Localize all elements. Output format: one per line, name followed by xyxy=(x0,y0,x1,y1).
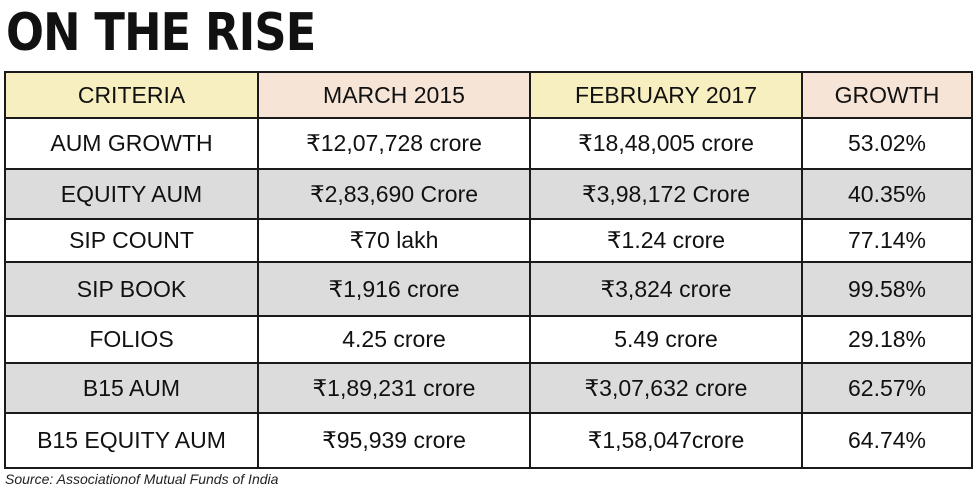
table-body: AUM GROWTH ₹12,07,728 crore ₹18,48,005 cro… xyxy=(4,117,973,469)
february-2017-cell: ₹18,48,005 crore xyxy=(529,117,803,170)
table-row: EQUITY AUM ₹2,83,690 Crore ₹3,98,172 Crore… xyxy=(4,168,973,220)
table-row: B15 EQUITY AUM ₹95,939 crore ₹1,58,047cror… xyxy=(4,412,973,469)
growth-cell: 64.74% xyxy=(801,412,973,469)
table-header-row: CRITERIA MARCH 2015 FEBRUARY 2017 GROWTH xyxy=(4,71,973,119)
data-table: CRITERIA MARCH 2015 FEBRUARY 2017 GROWTH… xyxy=(4,71,973,469)
february-2017-cell: ₹1.24 crore xyxy=(529,218,803,263)
table-row: SIP BOOK ₹1,916 crore ₹3,824 crore 99.58% xyxy=(4,261,973,317)
column-header-criteria: CRITERIA xyxy=(4,71,259,119)
source-note: Source: Associationof Mutual Funds of In… xyxy=(5,471,279,487)
table-row: SIP COUNT ₹70 lakh ₹1.24 crore 77.14% xyxy=(4,218,973,263)
march-2015-cell: ₹1,916 crore xyxy=(257,261,531,317)
table-row: B15 AUM ₹1,89,231 crore ₹3,07,632 crore 62.… xyxy=(4,362,973,414)
table-row: FOLIOS 4.25 crore 5.49 crore 29.18% xyxy=(4,315,973,364)
february-2017-cell: ₹1,58,047crore xyxy=(529,412,803,469)
criteria-cell: FOLIOS xyxy=(4,315,259,364)
march-2015-cell: 4.25 crore xyxy=(257,315,531,364)
march-2015-cell: ₹70 lakh xyxy=(257,218,531,263)
criteria-cell: B15 EQUITY AUM xyxy=(4,412,259,469)
growth-cell: 29.18% xyxy=(801,315,973,364)
column-header-february-2017: FEBRUARY 2017 xyxy=(529,71,803,119)
march-2015-cell: ₹12,07,728 crore xyxy=(257,117,531,170)
criteria-cell: B15 AUM xyxy=(4,362,259,414)
growth-cell: 77.14% xyxy=(801,218,973,263)
february-2017-cell: ₹3,07,632 crore xyxy=(529,362,803,414)
criteria-cell: AUM GROWTH xyxy=(4,117,259,170)
february-2017-cell: ₹3,98,172 Crore xyxy=(529,168,803,220)
march-2015-cell: ₹2,83,690 Crore xyxy=(257,168,531,220)
growth-cell: 62.57% xyxy=(801,362,973,414)
growth-cell: 53.02% xyxy=(801,117,973,170)
page-title: ON THE RISE xyxy=(6,3,316,63)
growth-cell: 40.35% xyxy=(801,168,973,220)
table-row: AUM GROWTH ₹12,07,728 crore ₹18,48,005 cro… xyxy=(4,117,973,170)
criteria-cell: EQUITY AUM xyxy=(4,168,259,220)
february-2017-cell: ₹3,824 crore xyxy=(529,261,803,317)
march-2015-cell: ₹95,939 crore xyxy=(257,412,531,469)
growth-cell: 99.58% xyxy=(801,261,973,317)
column-header-march-2015: MARCH 2015 xyxy=(257,71,531,119)
march-2015-cell: ₹1,89,231 crore xyxy=(257,362,531,414)
criteria-cell: SIP COUNT xyxy=(4,218,259,263)
criteria-cell: SIP BOOK xyxy=(4,261,259,317)
column-header-growth: GROWTH xyxy=(801,71,973,119)
february-2017-cell: 5.49 crore xyxy=(529,315,803,364)
